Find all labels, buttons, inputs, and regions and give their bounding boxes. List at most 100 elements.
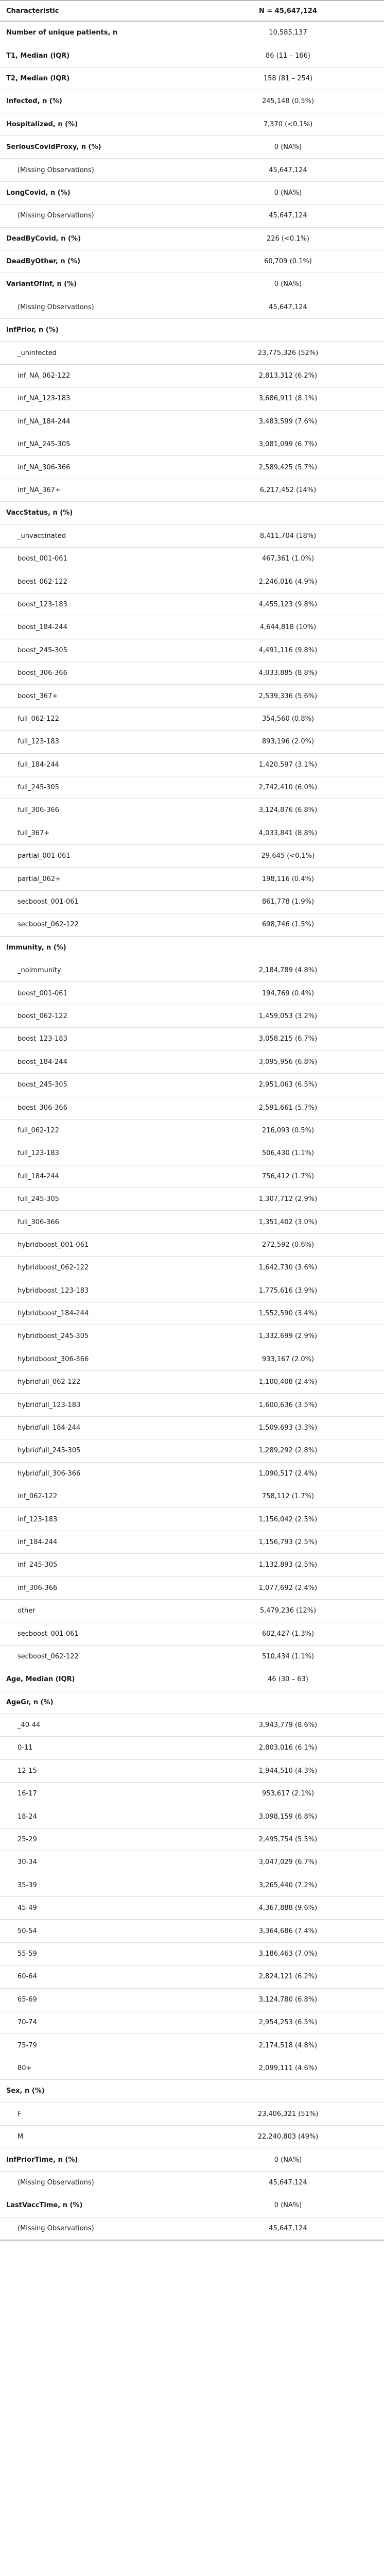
row-label: boost_306-366: [0, 1096, 192, 1120]
row-label: hybridboost_245-305: [0, 1325, 192, 1348]
row-value: [192, 501, 384, 525]
row-value: 272,592 (0.6%): [192, 1233, 384, 1257]
row-value: 2,589,425 (5.7%): [192, 455, 384, 479]
row-label: secboost_062-122: [0, 913, 192, 937]
table-row: LongCovid, n (%) 0 (NA%): [0, 181, 384, 205]
row-label: full_184-244: [0, 753, 192, 776]
table-row: InfPrior, n (%): [0, 318, 384, 342]
row-value: 2,246,016 (4.9%): [192, 570, 384, 594]
table-row: LastVaccTime, n (%) 0 (NA%): [0, 2194, 384, 2217]
table-row: Sex, n (%): [0, 2079, 384, 2103]
row-value: 23,775,326 (52%): [192, 341, 384, 365]
row-value: 1,332,699 (2.9%): [192, 1325, 384, 1348]
table-row: 70-74 2,954,253 (6.5%): [0, 2011, 384, 2035]
row-value: 194,769 (0.4%): [192, 981, 384, 1005]
table-row: DeadByOther, n (%) 60,709 (0.1%): [0, 250, 384, 274]
row-value: 158 (81 – 254): [192, 67, 384, 91]
row-label: 45-49: [0, 1896, 192, 1920]
row-label: hybridboost_184-244: [0, 1302, 192, 1326]
row-label: _uninfected: [0, 341, 192, 365]
table-row: T1, Median (IQR) 86 (11 – 166): [0, 44, 384, 67]
row-label: hybridboost_062-122: [0, 1256, 192, 1280]
row-value: 3,124,780 (6.8%): [192, 1988, 384, 2011]
table-row: full_245-305 1,307,712 (2.9%): [0, 1188, 384, 1211]
table-row: inf_NA_062-122 2,813,312 (6.2%): [0, 364, 384, 388]
row-label: secboost_062-122: [0, 1645, 192, 1669]
row-label: inf_NA_306-366: [0, 455, 192, 479]
row-value: 354,560 (0.8%): [192, 707, 384, 731]
table-row: full_367+ 4,033,841 (8.8%): [0, 822, 384, 845]
row-label: inf_062-122: [0, 1485, 192, 1509]
table-row: F 23,406,321 (51%): [0, 2103, 384, 2126]
table-row: inf_NA_245-305 3,081,099 (6.7%): [0, 433, 384, 456]
table-row: boost_245-305 4,491,116 (9.8%): [0, 639, 384, 662]
row-value: 8,411,704 (18%): [192, 524, 384, 548]
table-row: boost_184-244 4,644,818 (10%): [0, 616, 384, 639]
row-label: full_306-366: [0, 1210, 192, 1234]
row-value: 45,647,124: [192, 204, 384, 228]
row-value: 6,217,452 (14%): [192, 479, 384, 502]
row-value: 2,099,111 (4.6%): [192, 2057, 384, 2080]
row-label: inf_NA_245-305: [0, 433, 192, 456]
row-value: 3,686,911 (8.1%): [192, 387, 384, 411]
row-value: 1,420,597 (3.1%): [192, 753, 384, 776]
row-value: 1,642,730 (3.6%): [192, 1256, 384, 1280]
table-row: boost_306-366 2,591,661 (5.7%): [0, 1096, 384, 1120]
row-label: full_367+: [0, 822, 192, 845]
row-value: 3,058,215 (6.7%): [192, 1027, 384, 1051]
table-row: inf_184-244 1,156,793 (2.5%): [0, 1531, 384, 1554]
row-label: LongCovid, n (%): [0, 181, 192, 205]
table-row: boost_245-305 2,951,063 (6.5%): [0, 1073, 384, 1097]
row-label: Infected, n (%): [0, 90, 192, 113]
table-row: full_123-183 893,196 (2.0%): [0, 730, 384, 754]
table-row: hybridfull_184-244 1,509,693 (3.3%): [0, 1416, 384, 1440]
row-label: 16-17: [0, 1782, 192, 1806]
row-label: 30-34: [0, 1851, 192, 1874]
row-label: inf_NA_123-183: [0, 387, 192, 411]
row-label: 18-24: [0, 1805, 192, 1828]
table-row: hybridboost_306-366 933,167 (2.0%): [0, 1348, 384, 1371]
row-value: 2,954,253 (6.5%): [192, 2011, 384, 2035]
table-row: Age, Median (IQR) 46 (30 – 63): [0, 1668, 384, 1691]
row-value: 2,824,121 (6.2%): [192, 1965, 384, 1989]
table-row: 18-24 3,098,159 (6.8%): [0, 1805, 384, 1828]
row-value: 0 (NA%): [192, 2194, 384, 2217]
table-row: full_123-183 506,430 (1.1%): [0, 1142, 384, 1165]
table-row: inf_NA_306-366 2,589,425 (5.7%): [0, 455, 384, 479]
row-label: Immunity, n (%): [0, 936, 192, 960]
row-value: 2,951,063 (6.5%): [192, 1073, 384, 1097]
row-value: 2,742,410 (6.0%): [192, 776, 384, 800]
row-label: inf_NA_184-244: [0, 410, 192, 434]
row-label: Age, Median (IQR): [0, 1668, 192, 1691]
table-row: full_184-244 1,420,597 (3.1%): [0, 753, 384, 776]
row-label: boost_123-183: [0, 593, 192, 617]
row-value: 1,600,636 (3.5%): [192, 1393, 384, 1417]
row-value: 245,148 (0.5%): [192, 90, 384, 113]
row-value: 46 (30 – 63): [192, 1668, 384, 1691]
table-row: M 22,240,803 (49%): [0, 2125, 384, 2149]
row-value: 3,081,099 (6.7%): [192, 433, 384, 456]
row-value: 861,778 (1.9%): [192, 890, 384, 914]
row-label: DeadByOther, n (%): [0, 250, 192, 274]
table-row: SeriousCovidProxy, n (%) 0 (NA%): [0, 135, 384, 159]
table-row: partial_062+ 198,116 (0.4%): [0, 867, 384, 891]
table-row: Immunity, n (%): [0, 936, 384, 960]
row-label: 50-54: [0, 1919, 192, 1943]
table-row: inf_245-305 1,132,893 (2.5%): [0, 1553, 384, 1577]
table-row: secboost_001-061 861,778 (1.9%): [0, 890, 384, 914]
table-row: _uninfected 23,775,326 (52%): [0, 341, 384, 365]
table-row: inf_062-122 758,112 (1.7%): [0, 1485, 384, 1509]
table-row: full_306-366 3,124,876 (6.8%): [0, 799, 384, 822]
row-value: 3,943,779 (8.6%): [192, 1714, 384, 1737]
table-row: hybridfull_062-122 1,100,408 (2.4%): [0, 1370, 384, 1394]
table-row: inf_123-183 1,156,042 (2.5%): [0, 1507, 384, 1531]
table-row: 12-15 1,944,510 (4.3%): [0, 1759, 384, 1783]
row-label: _unvaccinated: [0, 524, 192, 548]
table-row: hybridfull_245-305 1,289,292 (2.8%): [0, 1439, 384, 1463]
row-value: 5,479,236 (12%): [192, 1599, 384, 1623]
row-value: 1,459,053 (3.2%): [192, 1005, 384, 1028]
row-label: hybridboost_306-366: [0, 1348, 192, 1371]
row-value: [192, 936, 384, 960]
table-row: 25-29 2,495,754 (5.5%): [0, 1828, 384, 1852]
row-value: 1,351,402 (3.0%): [192, 1210, 384, 1234]
